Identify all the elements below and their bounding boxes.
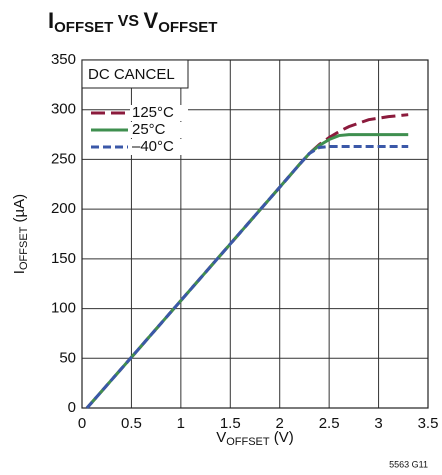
series-line: [85, 133, 409, 409]
y-tick-label: 200: [51, 200, 76, 217]
legend-bg: [130, 105, 188, 121]
x-axis-label: VOFFSET (V): [216, 429, 294, 448]
x-tick-label: 2.5: [319, 415, 340, 432]
series-line: [85, 113, 409, 409]
y-tick-label: 50: [59, 349, 76, 366]
label-part: (µA): [11, 194, 28, 227]
legend-label: 25°C: [132, 121, 166, 138]
label-part: V: [216, 429, 226, 446]
plot-frame: [81, 59, 429, 409]
y-tick-label: 300: [51, 101, 76, 118]
label-part: OFFSET: [18, 226, 30, 270]
x-tick-label: 3.5: [418, 415, 439, 432]
legend-label: 125°C: [132, 104, 174, 121]
x-tick-label: 2: [276, 415, 284, 432]
y-tick-label: 100: [51, 300, 76, 317]
legend-bg: [130, 122, 188, 138]
legend-label: –40°C: [132, 138, 174, 155]
y-axis-label: IOFFSET (µA): [11, 194, 30, 274]
y-tick-label: 350: [51, 51, 76, 68]
legend-bg: [130, 139, 188, 155]
x-tick-label: 0: [78, 415, 86, 432]
x-tick-label: 0.5: [121, 415, 142, 432]
label-part: OFFSET: [226, 436, 270, 448]
label-part: I: [11, 270, 28, 274]
y-tick-label: 250: [51, 150, 76, 167]
title-part: I: [48, 8, 54, 33]
y-tick-label: 150: [51, 250, 76, 267]
title-part: V: [144, 8, 159, 33]
figure-id: 5563 G11: [389, 459, 428, 469]
annotation: DC CANCEL: [88, 66, 175, 83]
x-tick-label: 3: [374, 415, 382, 432]
label-part: (V): [270, 429, 294, 446]
title-part: OFFSET: [54, 19, 113, 36]
title-part: VS: [113, 13, 143, 30]
chart-title: IOFFSET VS VOFFSET: [48, 8, 217, 36]
annotation-box: [81, 59, 189, 89]
x-tick-label: 1.5: [220, 415, 241, 432]
x-tick-label: 1: [177, 415, 185, 432]
title-part: OFFSET: [158, 19, 217, 36]
series-line: [85, 145, 409, 409]
y-tick-label: 0: [68, 399, 76, 416]
